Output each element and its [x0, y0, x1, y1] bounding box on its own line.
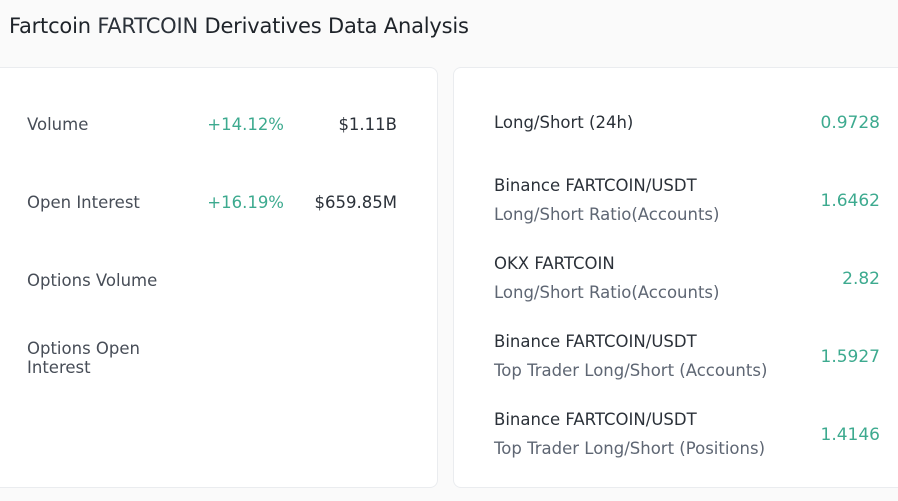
ratio-value: 0.9728	[820, 113, 880, 133]
ratio-label: Top Trader Long/Short (Positions)	[494, 439, 766, 458]
ratio-exchange: OKX FARTCOIN	[494, 254, 615, 273]
ratio-value: 2.82	[842, 268, 880, 289]
stat-label: Options Volume	[27, 270, 158, 290]
stat-value: $1.11B	[338, 114, 397, 134]
stat-change: +16.19%	[207, 192, 284, 212]
stat-row-volume: Volume +14.12% $1.11B	[27, 109, 397, 139]
ratio-label: Long/Short Ratio(Accounts)	[494, 283, 720, 302]
ratio-label: Top Trader Long/Short (Accounts)	[494, 361, 768, 380]
market-stats-card: Volume +14.12% $1.11B Open Interest +16.…	[0, 67, 438, 488]
stat-row-options-open-interest: Options Open Interest	[27, 339, 397, 377]
stat-row-open-interest: Open Interest +16.19% $659.85M	[27, 187, 397, 217]
ratio-exchange: Binance FARTCOIN/USDT	[494, 410, 697, 429]
ratio-label: Long/Short Ratio(Accounts)	[494, 205, 720, 224]
ratio-row-okx-accounts: OKX FARTCOIN Long/Short Ratio(Accounts) …	[494, 253, 880, 304]
ratio-row-binance-top-positions: Binance FARTCOIN/USDT Top Trader Long/Sh…	[494, 409, 880, 460]
ratio-exchange: Binance FARTCOIN/USDT	[494, 176, 697, 195]
stat-label: Open Interest	[27, 192, 140, 212]
stat-value: $659.85M	[314, 192, 397, 212]
stat-label: Options Open Interest	[27, 339, 140, 377]
coin-name: Fartcoin	[9, 14, 91, 38]
stat-change: +14.12%	[207, 114, 284, 134]
ratio-exchange: Binance FARTCOIN/USDT	[494, 332, 697, 351]
ratio-value: 1.4146	[820, 424, 880, 445]
ratio-value: 1.5927	[820, 346, 880, 367]
stat-label: Volume	[27, 114, 89, 134]
coin-symbol: FARTCOIN	[97, 14, 198, 38]
title-suffix: Derivatives Data Analysis	[204, 14, 469, 38]
stat-row-options-volume: Options Volume	[27, 265, 397, 295]
ratio-row-binance-accounts: Binance FARTCOIN/USDT Long/Short Ratio(A…	[494, 175, 880, 226]
ratio-row-long-short-24h: Long/Short (24h) 0.9728	[494, 112, 880, 134]
ratio-row-binance-top-accounts: Binance FARTCOIN/USDT Top Trader Long/Sh…	[494, 331, 880, 382]
ratio-value: 1.6462	[820, 190, 880, 211]
long-short-card: Long/Short (24h) 0.9728 Binance FARTCOIN…	[453, 67, 898, 488]
page-title: Fartcoin FARTCOIN Derivatives Data Analy…	[9, 14, 469, 38]
ratio-label: Long/Short (24h)	[494, 113, 634, 132]
